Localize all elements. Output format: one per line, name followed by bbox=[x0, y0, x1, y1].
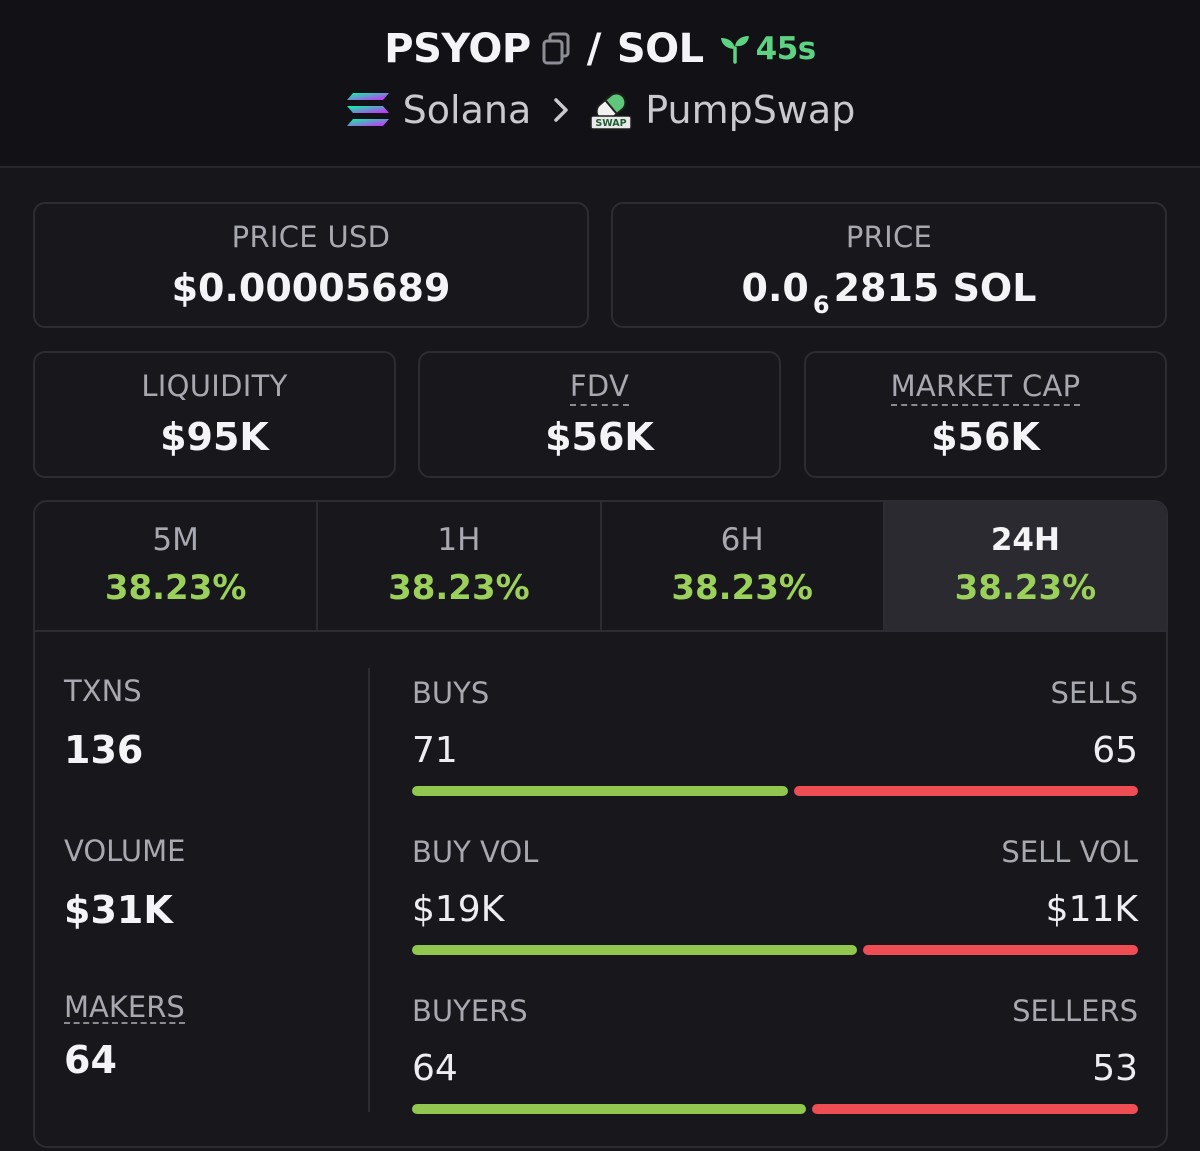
buyers-value: 64 bbox=[412, 1048, 458, 1089]
buy-vol-value: $19K bbox=[412, 889, 505, 930]
price-native-label: PRICE bbox=[845, 220, 933, 254]
price-native-card: PRICE 0.0 6 2815 SOL bbox=[611, 202, 1167, 328]
buys-bar bbox=[412, 786, 788, 796]
buyers-bar bbox=[412, 1104, 806, 1114]
stats-divider bbox=[368, 668, 370, 1112]
volume-label: VOLUME bbox=[64, 834, 186, 868]
price-native-value: 0.0 6 2815 SOL bbox=[613, 266, 1165, 319]
txns-stat: TXNS 136 bbox=[64, 674, 143, 772]
chain-link[interactable]: Solana bbox=[402, 88, 532, 132]
price-native-digits: 2815 bbox=[833, 266, 940, 310]
liquidity-card: LIQUIDITY $95K bbox=[33, 351, 396, 478]
fdv-card: FDV $56K bbox=[418, 351, 781, 478]
breadcrumb: Solana SWAP PumpSwap bbox=[0, 88, 1200, 132]
tab-change: 38.23% bbox=[104, 568, 247, 608]
market-cap-card: MARKET CAP $56K bbox=[804, 351, 1167, 478]
buy-sell-volume-stat: BUY VOL SELL VOL $19K $11K bbox=[412, 835, 1138, 955]
dex-link[interactable]: PumpSwap bbox=[645, 88, 856, 132]
svg-text:SWAP: SWAP bbox=[596, 118, 627, 129]
sell-vol-bar bbox=[863, 945, 1138, 955]
price-native-prefix: 0.0 bbox=[741, 266, 809, 310]
tab-24h[interactable]: 24H 38.23% bbox=[884, 502, 1166, 630]
buys-sells-stat: BUYS SELLS 71 65 bbox=[412, 676, 1138, 796]
token-symbol: PSYOP bbox=[384, 26, 531, 72]
buyers-sellers-stat: BUYERS SELLERS 64 53 bbox=[412, 994, 1138, 1114]
tab-change: 38.23% bbox=[388, 568, 530, 608]
chevron-right-icon bbox=[553, 97, 569, 123]
tab-1h[interactable]: 1H 38.23% bbox=[318, 502, 602, 630]
txns-label: TXNS bbox=[64, 674, 142, 708]
fdv-value: $56K bbox=[545, 415, 654, 459]
price-native-zero-count: 6 bbox=[812, 291, 830, 319]
sell-vol-value: $11K bbox=[1045, 889, 1138, 930]
pair-separator: / bbox=[586, 26, 602, 72]
sellers-label: SELLERS bbox=[1012, 994, 1138, 1028]
solana-logo-icon bbox=[345, 91, 391, 129]
sells-label: SELLS bbox=[1050, 676, 1138, 710]
sells-bar bbox=[794, 786, 1138, 796]
pair-title: PSYOP / SOL 45s bbox=[0, 26, 1200, 72]
fdv-label[interactable]: FDV bbox=[569, 369, 630, 406]
buyers-label: BUYERS bbox=[412, 994, 528, 1028]
tab-6h[interactable]: 6H 38.23% bbox=[602, 502, 885, 630]
price-usd-label: PRICE USD bbox=[231, 220, 391, 254]
tab-label: 24H bbox=[990, 522, 1060, 558]
buy-vol-bar bbox=[412, 945, 857, 955]
price-usd-card: PRICE USD $0.00005689 bbox=[33, 202, 589, 328]
volume-stat: VOLUME $31K bbox=[64, 834, 185, 932]
period-stats-panel: 5M 38.23% 1H 38.23% 6H 38.23% 24H 38.23%… bbox=[33, 500, 1168, 1148]
tab-5m[interactable]: 5M 38.23% bbox=[35, 502, 319, 630]
txns-value: 136 bbox=[64, 728, 144, 772]
liquidity-label: LIQUIDITY bbox=[141, 369, 288, 403]
buys-label: BUYS bbox=[412, 676, 490, 710]
period-tabs: 5M 38.23% 1H 38.23% 6H 38.23% 24H 38.23% bbox=[35, 502, 1166, 632]
price-usd-value: $0.00005689 bbox=[171, 266, 451, 310]
makers-label[interactable]: MAKERS bbox=[64, 990, 185, 1024]
tab-change: 38.23% bbox=[671, 568, 813, 608]
tab-label: 1H bbox=[437, 522, 481, 558]
market-cap-label[interactable]: MARKET CAP bbox=[890, 369, 1081, 406]
buy-vol-label: BUY VOL bbox=[412, 835, 539, 869]
sell-vol-label: SELL VOL bbox=[1001, 835, 1138, 869]
volume-value: $31K bbox=[64, 888, 173, 932]
sellers-value: 53 bbox=[1092, 1048, 1138, 1089]
liquidity-value: $95K bbox=[160, 415, 269, 459]
pair-header: PSYOP / SOL 45s bbox=[0, 0, 1200, 168]
tab-change: 38.23% bbox=[954, 568, 1097, 608]
tab-label: 6H bbox=[720, 522, 764, 558]
seedling-icon bbox=[720, 36, 749, 64]
quote-symbol: SOL bbox=[616, 26, 704, 72]
makers-value: 64 bbox=[64, 1038, 117, 1082]
buys-value: 71 bbox=[412, 730, 458, 771]
pumpswap-logo-icon: SWAP bbox=[589, 89, 633, 131]
sells-value: 65 bbox=[1092, 730, 1138, 771]
transaction-stats: TXNS 136 VOLUME $31K MAKERS 64 BUYS SELL… bbox=[35, 634, 1166, 1146]
copy-icon[interactable] bbox=[541, 32, 571, 66]
tab-label: 5M bbox=[152, 522, 199, 558]
pair-age: 45s bbox=[755, 31, 817, 67]
market-cap-value: $56K bbox=[931, 415, 1040, 459]
sellers-bar bbox=[812, 1104, 1138, 1114]
price-native-unit: SOL bbox=[952, 266, 1037, 310]
pair-age-badge: 45s bbox=[718, 31, 816, 67]
makers-stat: MAKERS 64 bbox=[64, 992, 185, 1082]
